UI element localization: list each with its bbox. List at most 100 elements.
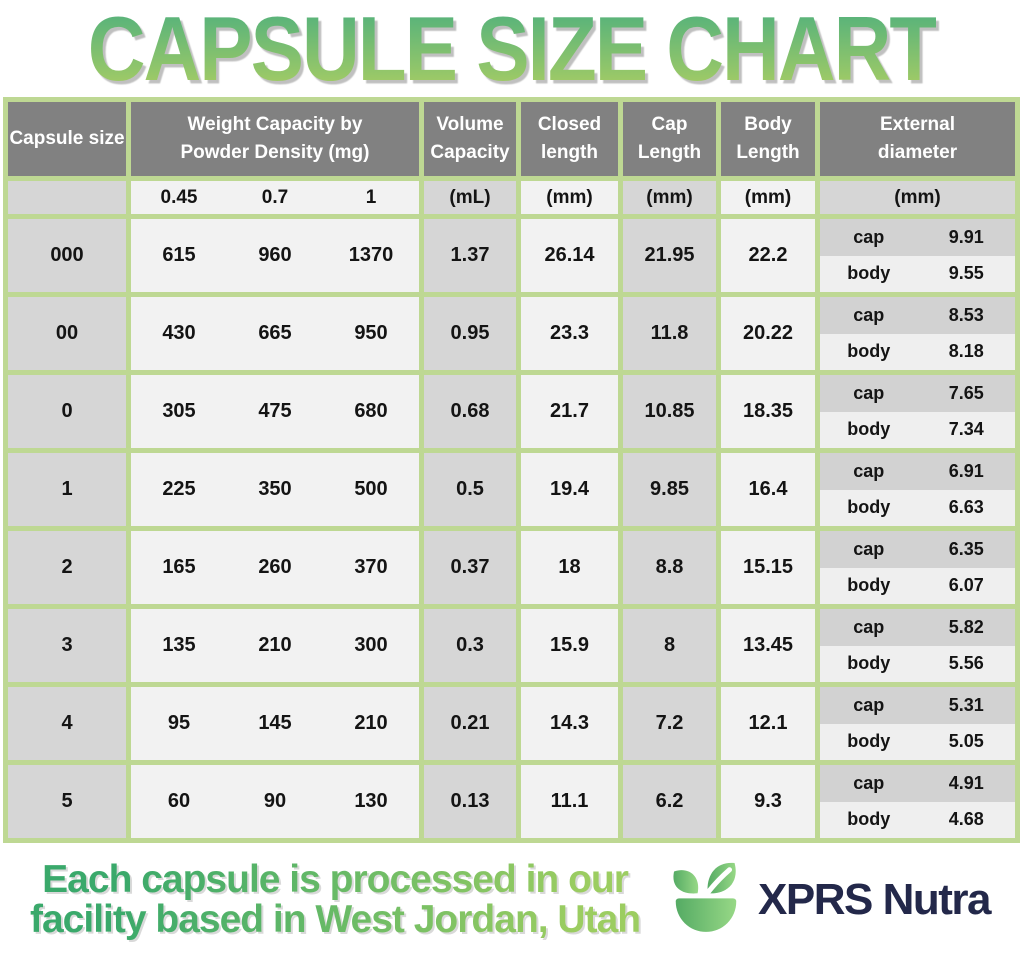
ext-body-value: 8.18 (948, 341, 984, 362)
capsule-size-value: 4 (8, 687, 126, 760)
weight-value: 350 (258, 478, 292, 500)
ext-cap-value: 5.82 (948, 616, 984, 637)
header-cap-length: Cap Length (623, 102, 716, 176)
header-weight-line1: Weight Capacity by (187, 114, 363, 136)
header-cap-line1: Cap (651, 114, 688, 136)
capsule-size-value: 5 (8, 765, 126, 838)
ext-body-label: body (847, 653, 891, 674)
page-title: CAPSULE SIZE CHART (88, 0, 938, 101)
external-diameter-cell: cap 7.65 body 7.34 (820, 375, 1015, 448)
volume-capacity-value: 1.37 (424, 219, 516, 292)
weight-value: 500 (354, 478, 388, 500)
subheader-body-unit: (mm) (721, 181, 815, 214)
subheader-external-unit: (mm) (820, 181, 1015, 214)
volume-capacity-value: 0.95 (424, 297, 516, 370)
header-external-line1: External (880, 114, 955, 136)
header-external-diameter: External diameter (820, 102, 1015, 176)
cap-length-value: 8 (623, 609, 716, 682)
cap-length-value: 21.95 (623, 219, 716, 292)
brand-logo: XPRS Nutra (664, 858, 991, 942)
header-volume-line2: Capacity (430, 142, 510, 163)
weight-value: 95 (167, 712, 191, 734)
ext-body-value: 6.63 (948, 497, 984, 518)
weight-value: 305 (162, 400, 196, 422)
ext-cap-row: cap 5.82 (820, 609, 1015, 646)
ext-body-row: body 6.07 (820, 567, 1015, 604)
ext-cap-value: 7.65 (948, 382, 984, 403)
cap-length-value: 7.2 (623, 687, 716, 760)
ext-cap-row: cap 5.31 (820, 687, 1015, 724)
title-banner: CAPSULE SIZE CHART (0, 0, 1024, 99)
ext-cap-value: 5.31 (948, 694, 984, 715)
capsule-size-value: 2 (8, 531, 126, 604)
body-length-value: 15.15 (721, 531, 815, 604)
ext-cap-label: cap (853, 460, 885, 481)
weight-capacity-cell: 60 90 130 (131, 765, 419, 838)
ext-body-label: body (847, 809, 891, 830)
cap-length-value: 11.8 (623, 297, 716, 370)
subheader-cap-unit: (mm) (623, 181, 716, 214)
weight-value: 615 (162, 244, 196, 266)
cap-length-value: 10.85 (623, 375, 716, 448)
header-body-line1: Body (744, 114, 792, 136)
closed-length-value: 21.7 (521, 375, 618, 448)
header-external-line2: diameter (877, 142, 958, 163)
header-capsule-size-label: Capsule size (9, 128, 125, 150)
header-cap-line2: Length (637, 142, 702, 163)
weight-capacity-cell: 95 145 210 (131, 687, 419, 760)
ext-body-label: body (847, 575, 891, 596)
ext-cap-row: cap 4.91 (820, 765, 1015, 802)
capsule-size-value: 3 (8, 609, 126, 682)
ext-body-label: body (847, 731, 891, 752)
weight-value: 370 (354, 556, 388, 578)
mortar-leaf-icon (673, 862, 737, 932)
weight-capacity-cell: 305 475 680 (131, 375, 419, 448)
body-length-value: 9.3 (721, 765, 815, 838)
weight-value: 1370 (348, 244, 394, 266)
closed-length-value: 26.14 (521, 219, 618, 292)
volume-capacity-value: 0.3 (424, 609, 516, 682)
weight-value: 135 (162, 634, 196, 656)
weight-capacity-cell: 225 350 500 (131, 453, 419, 526)
ext-body-label: body (847, 419, 891, 440)
weight-value: 210 (354, 712, 388, 734)
external-diameter-cell: cap 4.91 body 4.68 (820, 765, 1015, 838)
ext-body-value: 6.07 (948, 575, 984, 596)
ext-cap-label: cap (853, 226, 885, 247)
closed-length-value: 19.4 (521, 453, 618, 526)
ext-cap-label: cap (853, 616, 885, 637)
ext-cap-value: 6.91 (948, 460, 984, 481)
density-1: 1 (365, 186, 377, 208)
header-closed-length: Closed length (521, 102, 618, 176)
header-capsule-size: Capsule size (8, 102, 126, 176)
ext-cap-value: 6.35 (948, 538, 984, 559)
tagline-line2: facility based in West Jordan, Utah (30, 898, 641, 941)
weight-value: 950 (354, 322, 388, 344)
ext-body-row: body 4.68 (820, 801, 1015, 838)
ext-body-row: body 7.34 (820, 411, 1015, 448)
body-length-value: 16.4 (721, 453, 815, 526)
subheader-capsule-size-empty (8, 181, 126, 214)
ext-cap-row: cap 8.53 (820, 297, 1015, 334)
external-diameter-cell: cap 8.53 body 8.18 (820, 297, 1015, 370)
header-body-line2: Length (736, 142, 800, 163)
external-diameter-cell: cap 9.91 body 9.55 (820, 219, 1015, 292)
subheader-volume-unit: (mL) (424, 181, 516, 214)
ext-cap-label: cap (853, 694, 885, 715)
ext-body-row: body 5.56 (820, 645, 1015, 682)
footer-tagline: Each capsule is processed in our facilit… (30, 860, 640, 940)
ext-cap-value: 4.91 (948, 772, 984, 793)
header-body-length: Body Length (721, 102, 815, 176)
closed-length-value: 18 (521, 531, 618, 604)
brand-name: XPRS Nutra (758, 875, 991, 924)
weight-value: 680 (354, 400, 388, 422)
body-length-value: 18.35 (721, 375, 815, 448)
ext-cap-row: cap 6.91 (820, 453, 1015, 490)
weight-capacity-cell: 165 260 370 (131, 531, 419, 604)
body-length-value: 13.45 (721, 609, 815, 682)
external-diameter-cell: cap 6.91 body 6.63 (820, 453, 1015, 526)
cap-length-value: 9.85 (623, 453, 716, 526)
density-045: 0.45 (160, 186, 198, 208)
weight-value: 430 (162, 322, 196, 344)
ext-body-value: 7.34 (948, 419, 984, 440)
